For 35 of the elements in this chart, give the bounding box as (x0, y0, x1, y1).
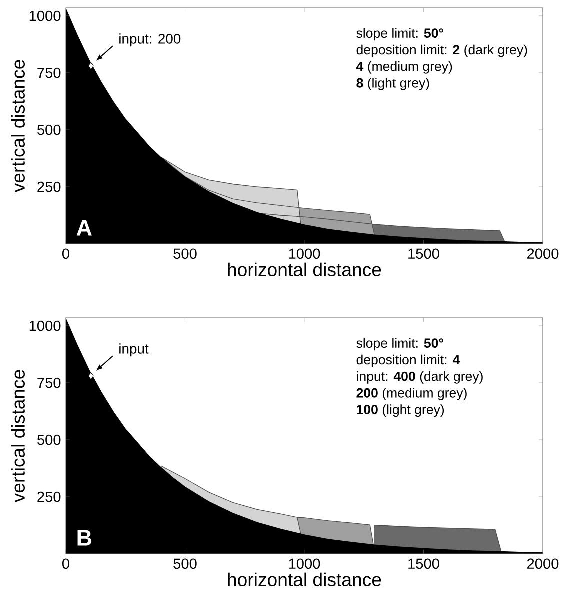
annotation: B (78, 530, 92, 546)
y-tick-label: 500 (38, 124, 61, 136)
x-tick-label: 1500 (408, 558, 440, 570)
x-tick-label: 2000 (527, 248, 559, 260)
x-tick-label: 500 (174, 248, 197, 260)
y-axis-title: vertical distance (11, 370, 25, 503)
y-tick-label: 1000 (30, 10, 61, 22)
x-tick-label: 1000 (289, 248, 320, 260)
annotation: slope limit: 50° (356, 28, 444, 41)
annotation: deposition limit: 2 (dark grey) (356, 44, 528, 58)
annotation: slope limit: 50° (356, 338, 444, 351)
x-tick-label: 2000 (527, 558, 559, 570)
y-tick-label: 500 (38, 434, 61, 446)
x-tick-label: 1000 (289, 558, 320, 570)
x-tick-label: 0 (62, 558, 70, 570)
annotation: 100 (light grey) (357, 404, 444, 418)
y-axis-title: vertical distance (11, 60, 25, 193)
x-tick-label: 500 (174, 558, 197, 570)
y-tick-label: 750 (38, 68, 61, 78)
annotation: 200 (medium grey) (356, 388, 467, 400)
annotation: 8 (light grey) (356, 78, 430, 90)
x-axis-title: horizontal distance (228, 262, 382, 277)
annotation: deposition limit: 4 (356, 354, 460, 368)
x-axis-title: horizontal distance (228, 572, 382, 587)
x-tick-label: 0 (62, 248, 70, 260)
y-tick-label: 250 (38, 492, 61, 502)
annotation: input: 400 (dark grey) (357, 371, 483, 384)
y-tick-label: 1000 (30, 320, 61, 332)
y-tick-label: 750 (38, 378, 61, 388)
annotation: input: 200 (120, 34, 181, 47)
x-tick-label: 1500 (408, 248, 440, 260)
y-tick-label: 250 (38, 182, 61, 192)
annotation: 4 (medium grey) (356, 61, 452, 74)
annotation: input (120, 344, 149, 357)
annotation: A (76, 220, 92, 236)
